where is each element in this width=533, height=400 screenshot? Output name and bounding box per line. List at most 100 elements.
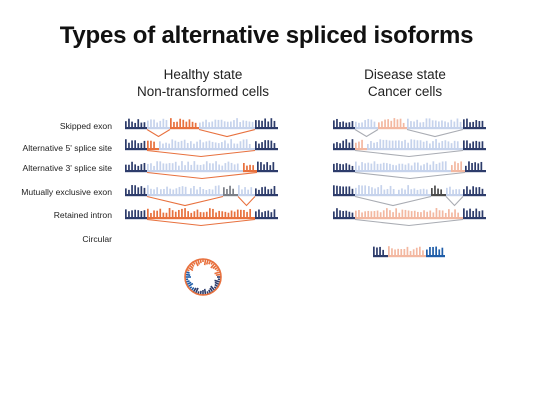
disease-mxe-intron2-bar xyxy=(398,189,400,194)
disease-circ-peach-bar xyxy=(403,248,406,255)
disease-alt5-intron-bar xyxy=(416,140,419,148)
healthy-alt5-intron-bar xyxy=(165,142,167,148)
healthy-skip-intron2-bar xyxy=(230,121,232,127)
disease-alt5-exon1-bar xyxy=(339,143,341,148)
disease-alt3-intron-bar xyxy=(361,162,363,170)
disease-skip-exon3-bar xyxy=(469,122,471,127)
healthy-skip-intron1-bar xyxy=(159,120,162,127)
disease-mxe-exon3-bar xyxy=(466,186,468,194)
disease-alt5-ext-bar xyxy=(355,142,357,149)
disease-alt5-exon2-bar xyxy=(469,143,471,148)
disease-skip-exon3-base xyxy=(463,127,486,130)
disease-skip-exon2-bar xyxy=(396,119,399,127)
healthy-alt5-intron-bar xyxy=(183,139,186,148)
disease-skip-exon2-bar xyxy=(390,120,393,127)
disease-ri-intron-bar xyxy=(373,211,376,217)
disease-circ-blue-bar xyxy=(426,249,428,255)
healthy-circular-tick xyxy=(214,281,220,286)
healthy-alt5-intron-bar xyxy=(168,143,171,148)
healthy-mxe-intron2-bar xyxy=(196,189,198,194)
healthy-mxe-exon3-bar xyxy=(258,189,260,194)
disease-mxe-exonA-bar xyxy=(371,187,373,194)
disease-skip-join2 xyxy=(406,128,464,138)
healthy-alt3-intron-bar xyxy=(196,164,199,170)
disease-skip-exon2-bar xyxy=(402,122,405,127)
healthy-alt5-intron-bar xyxy=(174,140,177,148)
disease-alt3-intron-bar xyxy=(404,164,407,170)
healthy-alt5-intron-bar xyxy=(221,142,223,149)
disease-mxe-intron3-bar xyxy=(455,189,458,194)
disease-ri-intron-bar xyxy=(392,212,394,217)
disease-ri-intron-bar xyxy=(457,212,460,217)
disease-alt3-exon2-base xyxy=(465,170,486,173)
healthy-mxe-exon1-base xyxy=(125,194,147,197)
healthy-alt5-intron-bar xyxy=(248,144,251,148)
disease-alt5-exon2-bar xyxy=(466,140,468,148)
disease-skip-intron2-bar xyxy=(416,119,419,127)
healthy-skip-exon2-bar xyxy=(179,118,182,127)
disease-skip-exon1-bar xyxy=(333,120,335,127)
healthy-skip-intron1-base xyxy=(147,127,170,130)
healthy-alt3-intron-bar xyxy=(227,161,230,170)
healthy-mxe-intron3-bar xyxy=(250,187,253,194)
healthy-mxe-intron3-bar xyxy=(241,189,243,194)
healthy-ri-intron-bar xyxy=(147,208,149,217)
healthy-mxe-exon1-bar xyxy=(143,187,146,194)
healthy-skip-intron1-bar xyxy=(162,118,165,127)
healthy-alt5-exon1-bar xyxy=(128,142,130,148)
disease-mxe-join1 xyxy=(354,195,432,207)
disease-alt3-intron-bar xyxy=(429,164,432,170)
healthy-alt3-intron-bar xyxy=(199,164,202,170)
healthy-alt5-intron-bar xyxy=(230,139,233,149)
disease-ri-exon1-bar xyxy=(339,210,341,217)
healthy-mxe-join1 xyxy=(146,195,224,207)
disease-alt5-intron-bar xyxy=(401,141,403,148)
disease-mxe-intron2-bar xyxy=(425,189,428,194)
disease-mxe-exonA-bar xyxy=(374,188,376,194)
healthy-alt3-intron-bar xyxy=(174,161,177,170)
healthy-alt3-exon1-bar xyxy=(143,162,146,170)
disease-alt3-exon2-bar xyxy=(471,163,473,170)
healthy-ri-exon2-bar xyxy=(261,212,263,217)
disease-circ-peach-base xyxy=(388,255,426,258)
disease-mxe-intron2-bar xyxy=(413,188,416,194)
healthy-skip-join1 xyxy=(146,129,171,138)
disease-ri-exon2-bar xyxy=(475,208,478,217)
disease-skip-intron2-bar xyxy=(410,121,412,127)
healthy-ri-exon2-bar xyxy=(267,210,270,217)
healthy-ri-intron-bar xyxy=(156,210,159,217)
healthy-alt3-ext-base xyxy=(243,170,257,173)
healthy-alt5-exon2-bar xyxy=(258,143,260,148)
page-title: Types of alternative spliced isoforms xyxy=(59,22,474,49)
healthy-alt5-exon2-bar xyxy=(255,141,257,148)
healthy-ri-intron-bar xyxy=(230,210,233,217)
healthy-skip-intron2-bar xyxy=(239,122,242,127)
healthy-mxe-exon3-base xyxy=(255,194,278,197)
disease-alt3-intron-bar xyxy=(438,162,441,171)
disease-mxe-exonB-bar xyxy=(437,188,439,194)
healthy-mxe-intron2-bar xyxy=(208,189,211,194)
healthy-circular-tick xyxy=(187,282,194,288)
healthy-alt5-intron-bar xyxy=(214,142,217,148)
healthy-alt5-intron-bar xyxy=(233,143,236,148)
disease-alt3-intron-bar xyxy=(398,163,401,170)
disease-skip-exon3-bar xyxy=(478,121,481,127)
healthy-mxe-exonB-bar xyxy=(229,185,231,194)
healthy-ri-intron-bar xyxy=(168,208,171,217)
disease-skip-intron1-bar xyxy=(364,120,367,127)
healthy-ri-intron-bar xyxy=(174,211,177,217)
disease-alt5-intron-bar xyxy=(435,139,437,148)
healthy-skip-exon3-bar xyxy=(264,118,267,127)
disease-skip-exon1-bar xyxy=(351,121,354,127)
healthy-ri-intron-bar xyxy=(218,210,221,217)
healthy-skip-exon1-bar xyxy=(125,121,127,127)
disease-ri-intron-bar xyxy=(423,210,425,217)
healthy-skip-intron2-bar xyxy=(242,120,245,127)
disease-skip-exon3-bar xyxy=(463,119,465,127)
disease-alt5-intron-bar xyxy=(422,141,425,148)
healthy-alt5-exon2-bar xyxy=(261,142,263,148)
disease-mxe-intron2-bar xyxy=(401,188,403,194)
disease-alt3-intron-bar xyxy=(376,163,379,170)
healthy-skip-intron1-bar xyxy=(147,120,149,127)
disease-circ-navy-bar xyxy=(379,246,381,255)
